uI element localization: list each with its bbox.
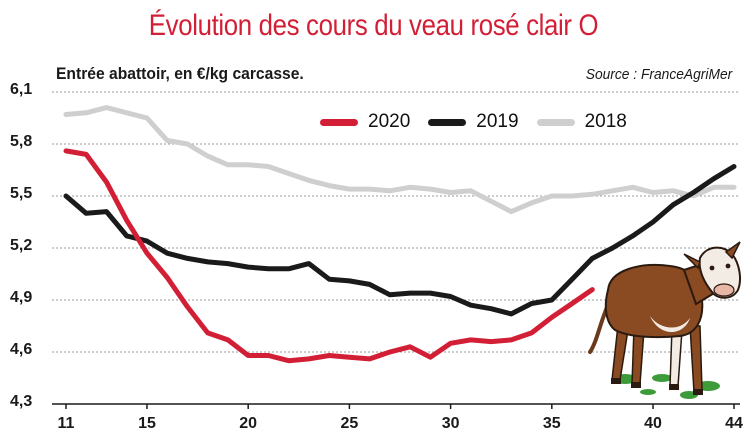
y-tick-label: 5,5 [10,185,32,202]
series-line-2019 [63,164,737,317]
x-tick-label: 35 [543,415,561,432]
legend-swatch-2020 [320,118,358,126]
y-axis-ticks: 4,3 4,6 4,9 5,2 5,5 5,8 6,1 [10,81,32,410]
series-lines [63,105,737,364]
legend-item-2020: 2020 [320,111,410,133]
chart-legend: 2020 2019 2018 [320,111,627,133]
legend-item-2019: 2019 [428,111,519,133]
x-tick-label: 25 [340,415,358,432]
series-line-2020 [63,148,595,364]
chart-title: Évolution des cours du veau rosé clair O [148,9,599,42]
x-tick-label: 44 [725,415,743,432]
legend-label-2018: 2018 [584,111,627,132]
x-tick-label: 11 [58,415,75,432]
y-tick-label: 6,1 [10,81,32,98]
y-tick-label: 5,8 [10,133,32,150]
x-tick-label: 40 [644,415,662,432]
legend-label-2019: 2019 [476,111,519,132]
legend-swatch-2018 [536,118,575,126]
x-tick-label: 30 [442,415,460,432]
y-tick-label: 4,3 [10,393,32,410]
y-tick-label: 4,9 [10,289,32,306]
y-tick-label: 5,2 [10,237,32,254]
series-line-2018 [63,105,737,215]
x-tick-label: 20 [239,415,257,432]
legend-swatch-2019 [428,118,467,126]
x-tick-label: 15 [138,415,156,432]
legend-label-2020: 2020 [368,111,411,132]
chart-source: Source : FranceAgriMer [585,66,732,83]
y-tick-label: 4,6 [10,341,32,358]
calf-icon [588,241,741,399]
chart-subtitle: Entrée abattoir, en €/kg carcasse. [56,64,304,83]
x-axis-ticks: 11 15 20 25 30 35 40 44 [58,404,743,432]
legend-item-2018: 2018 [536,111,627,133]
